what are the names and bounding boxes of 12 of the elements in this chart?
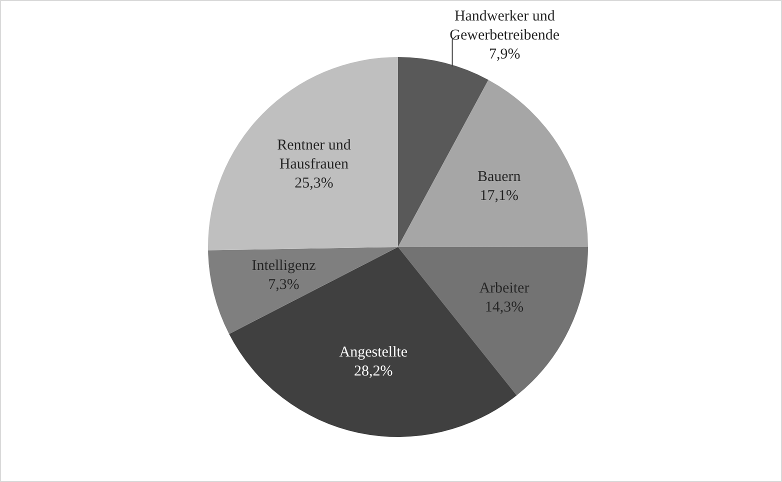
slice-label: Intelligenz — [252, 258, 316, 274]
data-label: 28,2% — [354, 364, 393, 380]
data-label: 17,1% — [480, 188, 519, 204]
slice-label: Rentner und Hausfrauen — [277, 137, 352, 172]
slice-label: Handwerker und Gewerbetreibende — [450, 8, 560, 44]
data-label: 7,9% — [489, 46, 520, 63]
slice-label: Bauern — [477, 169, 522, 186]
slice-label: Arbeiter — [479, 280, 530, 296]
data-label: 7,3% — [268, 277, 300, 294]
data-label: 14,3% — [484, 299, 524, 316]
data-label: 25,3% — [294, 175, 334, 192]
slice-label: Angestellte — [339, 344, 408, 361]
